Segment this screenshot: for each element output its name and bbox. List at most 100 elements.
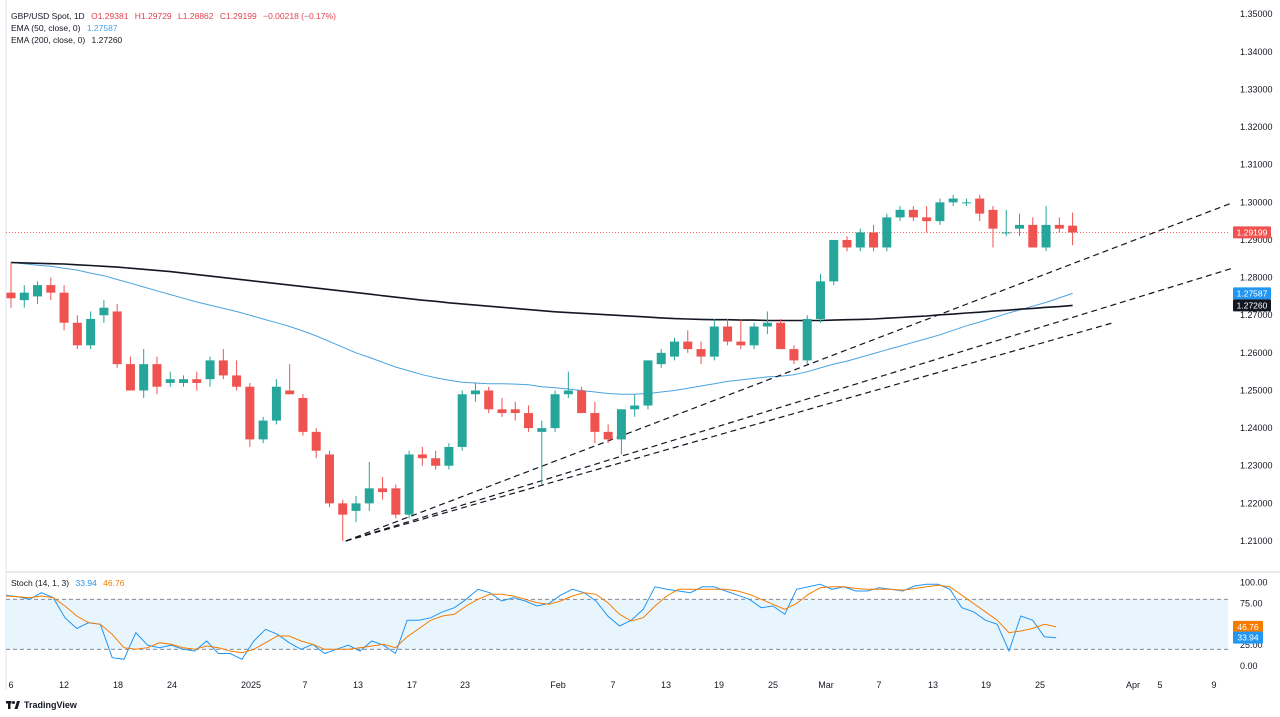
- candle-body: [630, 405, 640, 410]
- trendline: [345, 267, 1233, 542]
- candles: [6, 194, 1078, 541]
- candle-body: [1001, 232, 1011, 234]
- candle-body: [165, 379, 175, 383]
- candle-body: [19, 292, 29, 301]
- candle-body: [696, 349, 706, 357]
- candle-body: [1028, 224, 1038, 248]
- candle-body: [709, 326, 719, 357]
- y-tick-label: 1.34000: [1240, 47, 1273, 57]
- y-tick-label: 1.29000: [1240, 235, 1273, 245]
- x-tick-label: 13: [661, 680, 671, 690]
- tradingview-brand[interactable]: TradingView: [6, 700, 77, 710]
- candle-body: [112, 311, 122, 365]
- stoch-y-tick-label: 25.00: [1240, 640, 1263, 650]
- candle-body: [6, 292, 16, 299]
- candle-body: [218, 360, 228, 376]
- trendline: [345, 202, 1233, 542]
- grid: [5, 0, 1280, 690]
- ema200-label: EMA (200, close, 0): [11, 35, 86, 45]
- trendline: [345, 322, 1114, 542]
- candle-body: [391, 488, 401, 515]
- x-tick-label: 13: [928, 680, 938, 690]
- candle-body: [736, 341, 746, 346]
- price-tag-ema50: [1233, 287, 1271, 300]
- candle-body: [125, 364, 135, 391]
- candle-body: [524, 413, 534, 429]
- candle-body: [46, 285, 56, 293]
- candle-body: [749, 326, 759, 346]
- stoch-legend: Stoch (14, 1, 3) 33.94 46.76: [11, 578, 124, 588]
- candle-body: [895, 209, 905, 218]
- x-tick-label: Mar: [818, 680, 834, 690]
- candle-body: [431, 458, 441, 466]
- candle-body: [961, 202, 971, 204]
- symbol-name: GBP/USD Spot, 1D: [11, 11, 85, 21]
- stoch-tag-k: [1233, 631, 1263, 644]
- x-tick-label: 13: [353, 680, 363, 690]
- change-value: −0.00218 (−0.17%): [263, 11, 336, 21]
- candle-body: [908, 209, 918, 218]
- candle-body: [656, 352, 666, 365]
- candle-body: [590, 413, 600, 432]
- stoch-d-value: 46.76: [103, 578, 125, 588]
- x-tick-label: 19: [981, 680, 991, 690]
- x-tick-label: 25: [1035, 680, 1045, 690]
- stoch-k-value: 33.94: [75, 578, 97, 588]
- x-tick-label: 9: [1211, 680, 1216, 690]
- symbol-legend: GBP/USD Spot, 1D O1.29381 H1.29729 L1.28…: [11, 11, 340, 22]
- stoch-label: Stoch (14, 1, 3): [11, 578, 70, 588]
- candle-body: [510, 409, 520, 414]
- brand-name: TradingView: [24, 700, 77, 710]
- ema50-value: 1.27587: [86, 23, 118, 33]
- stoch-k-line: [5, 583, 1057, 660]
- x-tick-label: Feb: [550, 680, 566, 690]
- x-tick-label: 17: [407, 680, 417, 690]
- price-tag-label: 1.29199: [1237, 227, 1268, 237]
- candle-body: [497, 409, 507, 414]
- candle-body: [417, 454, 427, 459]
- candle-body: [86, 318, 96, 346]
- candle-body: [351, 503, 361, 511]
- x-tick-label: 18: [113, 680, 123, 690]
- x-tick-label: 5: [1157, 680, 1162, 690]
- y-tick-label: 1.26000: [1240, 348, 1273, 358]
- candle-body: [179, 379, 189, 383]
- axes: 1.21000 1.22000 1.23000 1.24000 1.25000 1.260…: [8, 9, 1272, 690]
- candle-body: [324, 454, 334, 504]
- x-tick-label: 12: [59, 680, 69, 690]
- candle-body: [457, 394, 467, 447]
- candle-body: [1015, 224, 1025, 229]
- y-tick-label: 1.33000: [1240, 84, 1273, 94]
- candle-body: [404, 454, 414, 515]
- open-value: O1.29381: [91, 11, 129, 21]
- candle-body: [869, 232, 879, 248]
- candle-body: [789, 349, 799, 361]
- candle-body: [59, 292, 69, 323]
- candle-body: [603, 431, 613, 440]
- stoch-y-tick-label: 0.00: [1240, 661, 1258, 671]
- candle-body: [285, 390, 295, 395]
- y-tick-label: 1.30000: [1240, 197, 1273, 207]
- y-tick-label: 1.23000: [1240, 461, 1273, 471]
- stoch-tag-label: 33.94: [1237, 633, 1259, 643]
- y-tick-label: 1.28000: [1240, 273, 1273, 283]
- ema200-value: 1.27260: [91, 35, 123, 45]
- tradingview-logo-icon: [6, 701, 20, 709]
- candle-body: [683, 341, 693, 350]
- stoch-y-tick-label: 75.00: [1240, 599, 1263, 609]
- x-tick-label: 19: [714, 680, 724, 690]
- candle-body: [577, 390, 587, 414]
- candle-body: [815, 281, 825, 319]
- candle-body: [922, 217, 932, 222]
- y-tick-label: 1.31000: [1240, 160, 1273, 170]
- indicator-lines: [10, 261, 1073, 395]
- stoch-d-line: [5, 584, 1057, 654]
- candle-body: [338, 503, 348, 515]
- y-tick-label: 1.25000: [1240, 385, 1273, 395]
- y-tick-label: 1.32000: [1240, 122, 1273, 132]
- candle-body: [72, 322, 82, 346]
- x-tick-label: Apr: [1126, 680, 1140, 690]
- candle-body: [298, 398, 308, 432]
